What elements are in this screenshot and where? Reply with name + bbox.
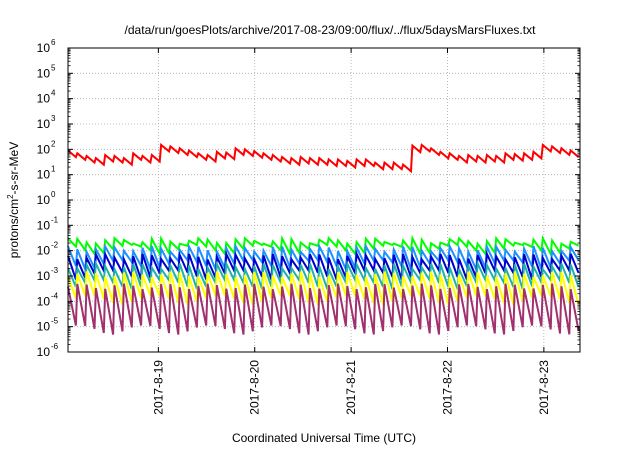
y-tick-exponent: -2 <box>51 241 59 250</box>
y-tick-label: 10 <box>37 218 51 232</box>
y-tick-exponent: 0 <box>51 190 56 199</box>
y-axis-title-prefix: protons/cm <box>7 199 21 258</box>
y-axis-title-suffix: -s-sr-MeV <box>7 142 21 195</box>
series-line-2 <box>67 242 580 272</box>
y-tick-exponent: 2 <box>51 139 56 148</box>
y-tick-exponent: -3 <box>51 266 59 275</box>
y-tick-label: 10 <box>37 117 51 131</box>
y-tick-label: 10 <box>37 320 51 334</box>
y-axis-title-superscript: 2 <box>6 194 15 199</box>
y-tick-exponent: -5 <box>51 317 59 326</box>
y-axis: 10 -610 -510 -410 -310 -210 -110 010 110 210 310 41… <box>37 38 580 359</box>
y-tick-exponent: 5 <box>51 63 56 72</box>
series-line-6 <box>67 283 580 335</box>
y-tick-exponent: -6 <box>51 342 59 351</box>
y-tick-label: 10 <box>37 193 51 207</box>
x-tick-label: 2017-8-23 <box>537 360 551 415</box>
y-tick-label: 10 <box>37 66 51 80</box>
grid-layer <box>68 48 580 352</box>
series-layer <box>67 142 580 335</box>
y-tick-exponent: 6 <box>51 38 56 47</box>
y-tick-exponent: 4 <box>51 89 56 98</box>
series-line-1 <box>67 234 580 258</box>
y-tick-label: 10 <box>37 269 51 283</box>
series-line-5 <box>67 271 580 306</box>
y-tick-exponent: 1 <box>51 165 56 174</box>
x-tick-label: 2017-8-22 <box>440 360 454 415</box>
y-tick-label: 10 <box>37 294 51 308</box>
y-tick-exponent: 3 <box>51 114 56 123</box>
y-tick-exponent: -1 <box>51 215 59 224</box>
series-line-0 <box>67 142 580 174</box>
y-tick-label: 10 <box>37 41 51 55</box>
y-tick-exponent: -4 <box>51 291 59 300</box>
x-tick-label: 2017-8-20 <box>248 360 262 415</box>
y-tick-label: 10 <box>37 168 51 182</box>
x-tick-label: 2017-8-21 <box>344 360 358 415</box>
y-tick-label: 10 <box>37 142 51 156</box>
y-tick-label: 10 <box>37 244 51 258</box>
y-axis-title: protons/cm2-s-sr-MeV <box>6 142 21 258</box>
x-tick-label: 2017-8-19 <box>151 360 165 415</box>
chart-title: /data/run/goesPlots/archive/2017-08-23/0… <box>125 23 537 37</box>
y-tick-label: 10 <box>37 345 51 359</box>
y-tick-label: 10 <box>37 92 51 106</box>
series-line-3 <box>67 249 580 280</box>
series-line-4 <box>67 259 580 290</box>
x-axis: 2017-8-19 2017-8-20 2017-8-21 2017-8-22 2017… <box>151 48 551 415</box>
x-axis-title: Coordinated Universal Time (UTC) <box>232 431 416 445</box>
